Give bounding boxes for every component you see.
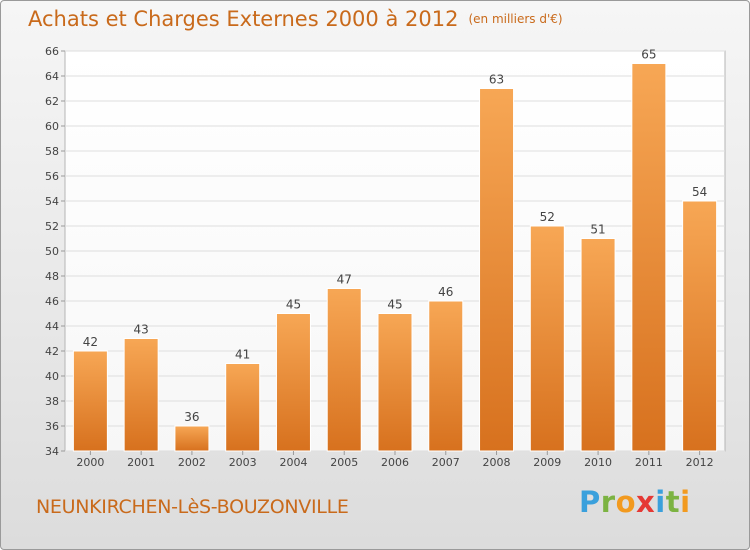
data-label: 51 (590, 223, 605, 237)
data-label: 47 (337, 273, 352, 287)
chart-subtitle: (en milliers d'€) (468, 12, 563, 26)
x-tick-label: 2006 (381, 456, 409, 469)
x-tick-label: 2002 (178, 456, 206, 469)
chart-title-text: Achats et Charges Externes 2000 à 2012 (28, 7, 459, 31)
y-tick-label: 44 (45, 320, 59, 333)
y-axis: 34 36 38 40 42 44 46 48 50 52 54 56 58 60 62 64 66 (45, 45, 65, 458)
y-tick-label: 66 (45, 45, 59, 58)
y-tick-label: 54 (45, 195, 59, 208)
data-label: 43 (134, 323, 149, 337)
bar-2004 (275, 313, 311, 452)
bar-2011 (631, 63, 667, 452)
logo-letter: i (680, 485, 691, 519)
data-label: 54 (692, 185, 707, 199)
data-label: 52 (540, 210, 555, 224)
bar-2007 (428, 300, 464, 452)
y-tick-label: 52 (45, 220, 59, 233)
data-label: 63 (489, 73, 504, 87)
x-tick-label: 2000 (76, 456, 104, 469)
bar-2003 (225, 363, 261, 452)
y-tick-label: 38 (45, 395, 59, 408)
y-tick-label: 60 (45, 120, 59, 133)
x-tick-label: 2008 (483, 456, 511, 469)
bar-2010 (580, 238, 616, 452)
y-tick-label: 36 (45, 420, 59, 433)
bar-2008 (479, 88, 515, 452)
data-label: 45 (387, 298, 402, 312)
y-tick-label: 62 (45, 95, 59, 108)
y-tick-label: 64 (45, 70, 59, 83)
x-tick-label: 2011 (635, 456, 663, 469)
data-label: 41 (235, 348, 250, 362)
x-tick-label: 2009 (533, 456, 561, 469)
y-tick-label: 42 (45, 345, 59, 358)
logo-letter: i (655, 485, 666, 519)
x-tick-label: 2004 (279, 456, 307, 469)
x-tick-label: 2007 (432, 456, 460, 469)
data-label: 65 (641, 48, 656, 62)
proxiti-logo: Proxiti (579, 485, 691, 519)
x-tick-label: 2005 (330, 456, 358, 469)
x-tick-label: 2003 (229, 456, 257, 469)
bar-2002 (174, 425, 210, 452)
bar-2012 (682, 200, 718, 452)
bar-2000 (72, 350, 108, 452)
x-tick-label: 2012 (686, 456, 714, 469)
bar-2005 (326, 288, 362, 452)
bar-2006 (377, 313, 413, 452)
y-tick-label: 34 (45, 445, 59, 458)
logo-letter: t (665, 485, 681, 519)
logo-letter: o (615, 485, 637, 519)
bar-2001 (123, 338, 159, 452)
chart-title: Achats et Charges Externes 2000 à 2012 (e… (28, 7, 563, 31)
logo-letter: x (636, 485, 656, 519)
y-tick-label: 58 (45, 145, 59, 158)
data-label: 42 (83, 335, 98, 349)
data-label: 46 (438, 285, 453, 299)
bar-2009 (529, 225, 565, 452)
y-tick-label: 46 (45, 295, 59, 308)
logo-letter: P (579, 485, 601, 519)
commune-name: NEUNKIRCHEN-LèS-BOUZONVILLE (36, 496, 349, 518)
logo-letter: r (600, 485, 616, 519)
x-tick-label: 2001 (127, 456, 155, 469)
y-tick-label: 56 (45, 170, 59, 183)
y-tick-label: 40 (45, 370, 59, 383)
y-tick-label: 50 (45, 245, 59, 258)
y-tick-label: 48 (45, 270, 59, 283)
data-label: 45 (286, 298, 301, 312)
data-label: 36 (184, 410, 199, 424)
x-axis: 2000 2001 2002 2003 2004 2005 2006 2007 2008 2009… (76, 451, 714, 469)
x-tick-label: 2010 (584, 456, 612, 469)
